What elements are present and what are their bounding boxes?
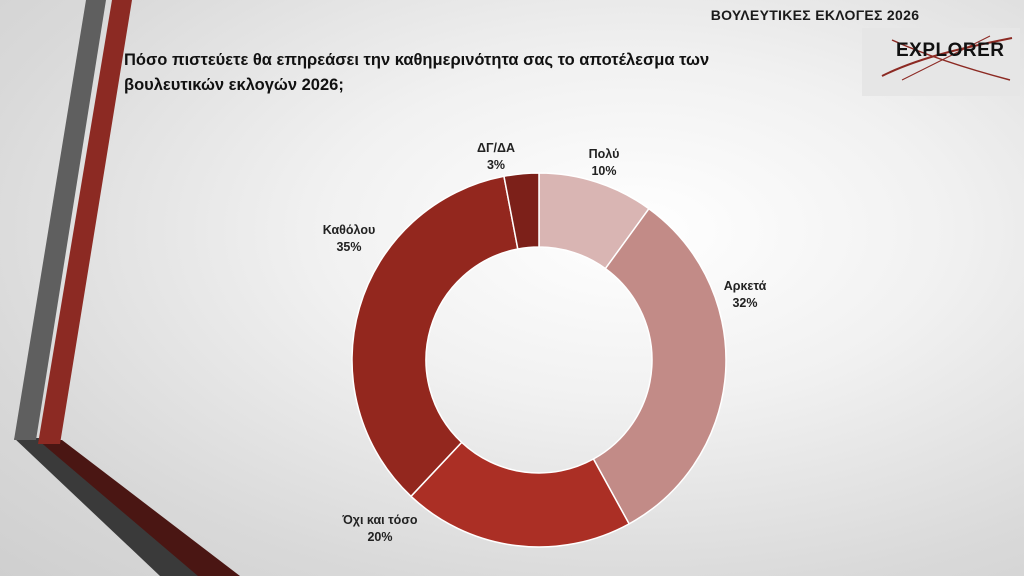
header-title: ΒΟΥΛΕΥΤΙΚΕΣ ΕΚΛΟΓΕΣ 2026 (710, 7, 920, 23)
slice-label-name: Πολύ (588, 147, 620, 161)
slice-label-value: 10% (591, 164, 617, 178)
explorer-logo: EXPLORER (862, 28, 1020, 96)
red-stripe-shadow (38, 440, 240, 576)
logo-swoosh-icon (881, 35, 1013, 81)
donut-slice-1 (592, 207, 727, 525)
slice-label-value: 32% (732, 296, 758, 310)
donut-slice-4 (503, 172, 540, 250)
slice-label-ochi-kai-toso: Όχι και τόσο 20% (332, 512, 428, 546)
slice-label-name: Αρκετά (723, 279, 767, 293)
slice-label-value: 20% (367, 530, 393, 544)
slice-label-poly: Πολύ 10% (574, 146, 634, 180)
slice-label-name: ΔΓ/ΔΑ (477, 141, 515, 155)
slice-label-name: Καθόλου (322, 223, 376, 237)
slice-label-value: 3% (486, 158, 506, 172)
logo-text: EXPLORER (896, 40, 1005, 61)
slice-label-value: 35% (336, 240, 362, 254)
gray-stripe (14, 0, 106, 440)
slice-label-katholou: Καθόλου 35% (314, 222, 384, 256)
slice-label-dg-da: ΔΓ/ΔΑ 3% (468, 140, 524, 174)
donut-slice-3 (351, 175, 519, 498)
survey-question: Πόσο πιστεύετε θα επηρεάσει την καθημερι… (124, 51, 710, 94)
slice-label-arketa: Αρκετά 32% (712, 278, 778, 312)
red-stripe (38, 0, 132, 444)
slice-label-name: Όχι και τόσο (342, 513, 418, 527)
